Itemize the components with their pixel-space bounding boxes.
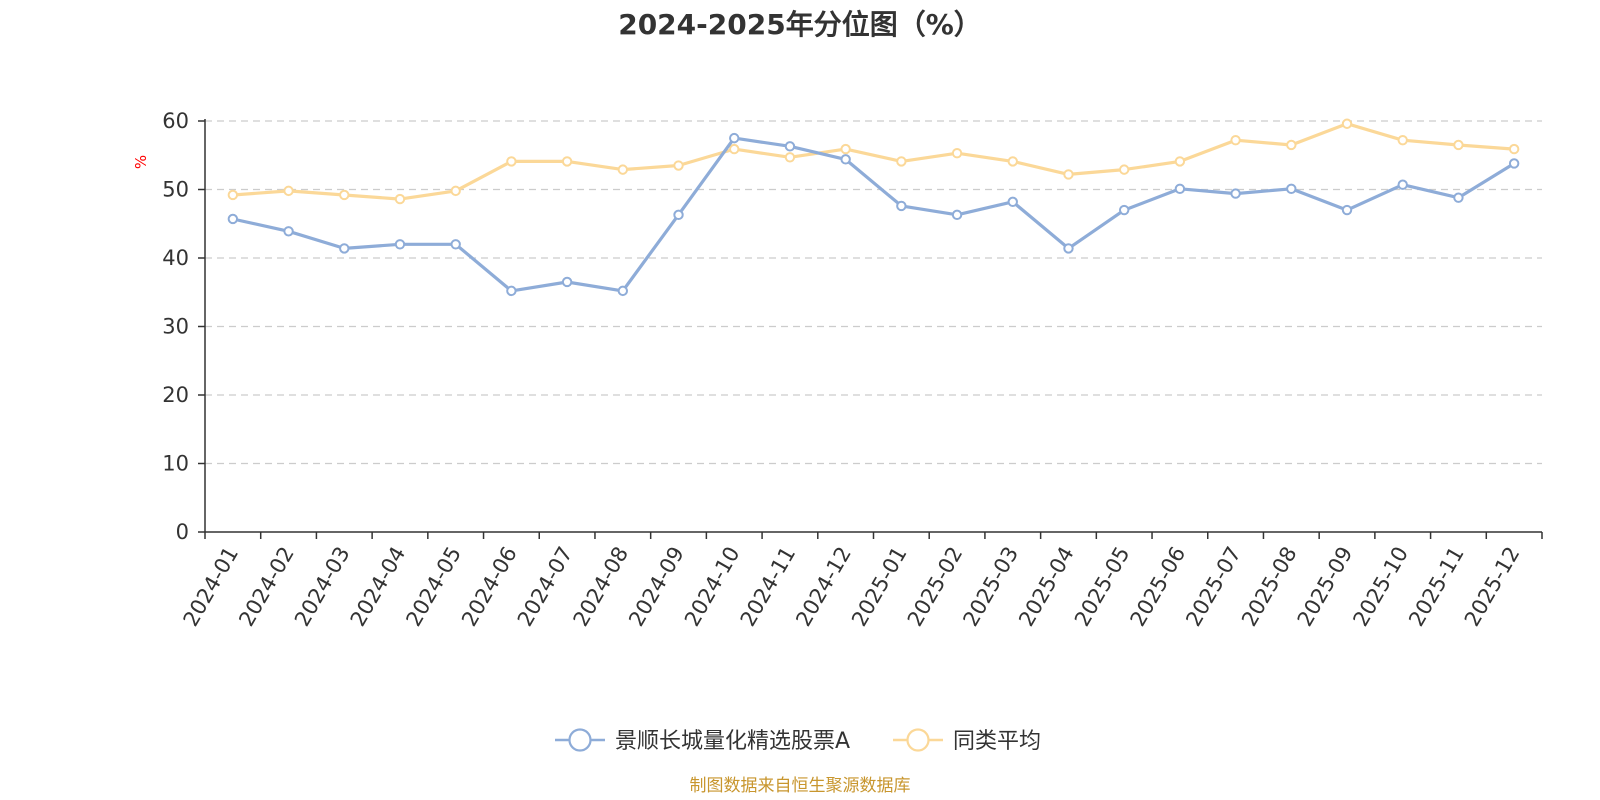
- series-0: [227, 132, 1520, 297]
- data-point-1-4: [450, 185, 461, 197]
- data-point-1-12: [896, 156, 907, 167]
- x-tick-label-2025-05: 2025-05: [1070, 543, 1135, 631]
- x-tick-label-2025-01: 2025-01: [847, 543, 912, 631]
- data-point-1-9: [729, 143, 740, 155]
- legend-item-1[interactable]: 同类平均: [893, 728, 1041, 754]
- data-point-1-15: [1063, 169, 1074, 180]
- data-point-1-18: [1230, 134, 1241, 146]
- x-tick-label-2024-07: 2024-07: [513, 543, 578, 631]
- x-tick-label-2024-10: 2024-10: [680, 543, 745, 631]
- data-point-0-1: [283, 226, 294, 237]
- series-lines: [227, 118, 1520, 297]
- data-point-0-23: [1508, 158, 1520, 169]
- data-point-1-5: [506, 156, 517, 167]
- data-point-1-3: [394, 193, 406, 205]
- x-tick-label-2025-04: 2025-04: [1014, 543, 1079, 631]
- x-tick-label-2024-03: 2024-03: [290, 543, 355, 631]
- data-point-0-14: [1007, 196, 1018, 208]
- data-point-0-8: [673, 209, 684, 221]
- data-point-1-1: [283, 185, 294, 197]
- x-tick-label-2024-04: 2024-04: [346, 543, 411, 631]
- data-point-0-9: [729, 132, 740, 144]
- data-point-1-14: [1007, 156, 1018, 167]
- data-point-0-22: [1453, 192, 1464, 203]
- data-point-1-0: [227, 189, 239, 201]
- data-point-1-21: [1397, 134, 1408, 146]
- data-point-1-19: [1286, 139, 1297, 151]
- legend[interactable]: 景顺长城量化精选股票A 同类平均: [555, 728, 1041, 754]
- data-point-0-18: [1230, 188, 1241, 199]
- x-tick-label-2024-08: 2024-08: [568, 543, 633, 631]
- y-axis-label: %: [132, 155, 150, 169]
- data-point-0-0: [227, 213, 239, 225]
- data-point-1-16: [1118, 164, 1130, 175]
- legend-marker-icon-1: [906, 728, 930, 752]
- x-tick-label-2025-09: 2025-09: [1293, 543, 1358, 631]
- data-point-1-13: [951, 147, 963, 159]
- data-point-1-17: [1174, 156, 1186, 167]
- data-point-0-12: [896, 200, 907, 212]
- x-tick-label-2024-05: 2024-05: [401, 543, 466, 631]
- x-tick-label-2024-06: 2024-06: [457, 543, 522, 631]
- source-note: 制图数据来自恒生聚源数据库: [690, 776, 911, 796]
- series-line-0: [232, 136, 1515, 293]
- data-point-1-10: [784, 152, 796, 163]
- y-tick-label-30: 30: [162, 315, 189, 339]
- data-point-0-19: [1286, 183, 1297, 195]
- grid-lines: [205, 120, 1542, 465]
- x-tick-label-2025-07: 2025-07: [1181, 543, 1246, 631]
- data-point-0-7: [617, 285, 629, 297]
- data-point-1-7: [617, 164, 629, 175]
- x-tick-label-2025-12: 2025-12: [1460, 543, 1525, 631]
- data-point-1-11: [840, 143, 851, 155]
- data-point-1-2: [339, 189, 350, 201]
- data-point-0-17: [1174, 183, 1186, 195]
- y-tick-label-40: 40: [162, 246, 189, 270]
- x-tick-label-2025-10: 2025-10: [1348, 543, 1413, 631]
- series-line-1: [232, 122, 1515, 201]
- x-tick-label-2024-11: 2024-11: [736, 543, 801, 631]
- data-point-0-4: [450, 239, 461, 250]
- x-tick-label-2024-12: 2024-12: [791, 543, 856, 631]
- x-tick-label-2024-02: 2024-02: [234, 543, 299, 631]
- data-point-0-20: [1341, 204, 1353, 216]
- data-point-0-16: [1118, 204, 1130, 216]
- legend-label-1: 同类平均: [953, 729, 1041, 754]
- data-point-1-8: [673, 160, 684, 171]
- data-point-0-3: [394, 239, 406, 250]
- y-tick-label-20: 20: [162, 383, 189, 407]
- data-point-0-13: [951, 209, 963, 221]
- legend-label-0: 景顺长城量化精选股票A: [615, 729, 850, 754]
- data-point-1-23: [1508, 143, 1520, 155]
- x-tick-label-2024-01: 2024-01: [179, 543, 244, 631]
- data-point-1-22: [1453, 139, 1464, 151]
- data-point-0-10: [784, 141, 796, 152]
- legend-item-0[interactable]: 景顺长城量化精选股票A: [555, 728, 850, 754]
- data-point-0-2: [339, 243, 350, 254]
- data-point-1-6: [561, 156, 573, 167]
- series-1: [227, 118, 1520, 205]
- y-tick-label-50: 50: [162, 178, 189, 202]
- data-point-0-15: [1063, 243, 1074, 254]
- x-tick-label-2025-03: 2025-03: [958, 542, 1023, 630]
- data-point-0-11: [840, 154, 851, 165]
- y-axis-ticks: 0 10 20 30 40 50 60: [162, 109, 205, 544]
- data-point-0-6: [561, 276, 573, 288]
- x-tick-label-2024-09: 2024-09: [624, 543, 689, 631]
- y-tick-label-60: 60: [162, 109, 189, 133]
- y-tick-label-0: 0: [176, 520, 189, 544]
- x-tick-label-2025-06: 2025-06: [1126, 543, 1191, 631]
- data-point-0-5: [506, 285, 517, 297]
- chart-title: 2024-2025年分位图（%）: [618, 8, 982, 41]
- x-tick-label-2025-08: 2025-08: [1237, 543, 1302, 631]
- data-point-1-20: [1341, 118, 1353, 129]
- data-point-0-21: [1397, 179, 1408, 190]
- x-tick-label-2025-11: 2025-11: [1404, 543, 1469, 631]
- x-tick-label-2025-02: 2025-02: [903, 543, 968, 631]
- x-axis-ticks: 2024-012024-022024-032024-042024-052024-…: [179, 532, 1543, 631]
- y-tick-label-10: 10: [162, 452, 189, 476]
- legend-marker-icon-0: [568, 728, 592, 752]
